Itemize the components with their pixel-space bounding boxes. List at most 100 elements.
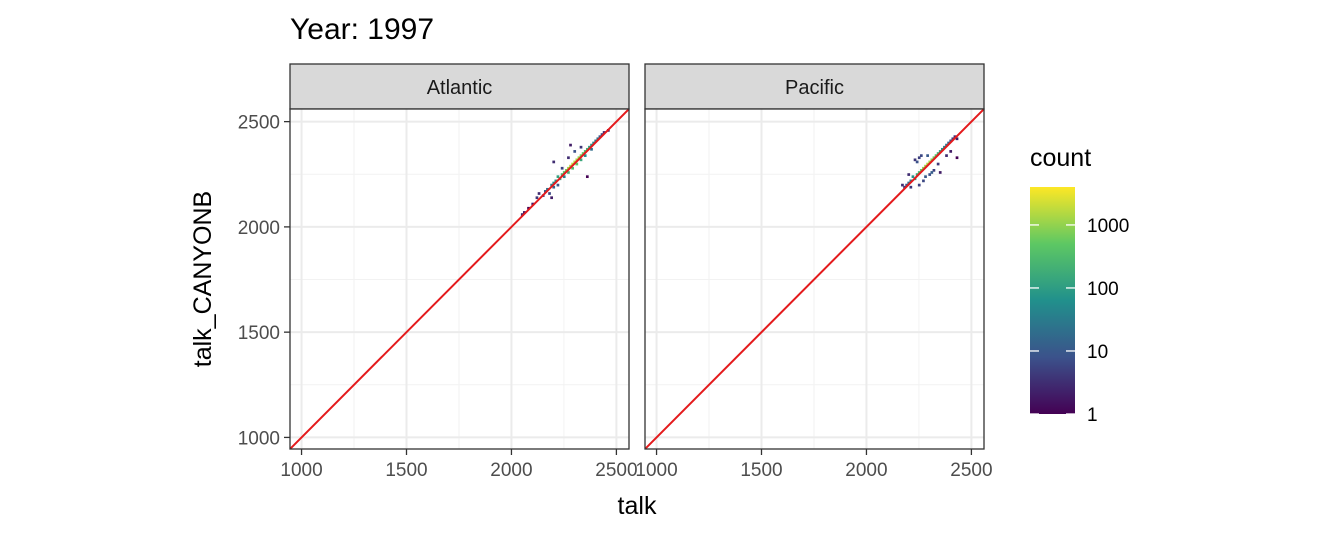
heatmap-cell (928, 160, 932, 164)
heatmap-cell (945, 154, 948, 157)
facet-strip (289, 63, 630, 110)
heatmap-cell (919, 154, 923, 157)
heatmap-cell (579, 145, 583, 149)
heatmap-cell (594, 139, 598, 143)
facet-strip-label: Pacific (785, 77, 844, 99)
heatmap-cell (953, 135, 957, 139)
heatmap-cell (919, 169, 923, 172)
legend-tick-label: 10 (1087, 342, 1108, 363)
reference-line (645, 109, 984, 449)
heatmap-cells (520, 129, 610, 216)
heatmap-cell (585, 147, 589, 151)
heatmap-cell (917, 183, 921, 187)
heatmap-cells (901, 135, 959, 189)
heatmap-cell (537, 192, 541, 195)
heatmap-cell (556, 183, 560, 187)
heatmap-cell (930, 171, 934, 174)
heatmap-cell (550, 196, 553, 200)
heatmap-cell (588, 145, 591, 149)
heatmap-cell (585, 175, 589, 179)
panel-grid (290, 109, 629, 449)
heatmap-cell (573, 160, 577, 164)
heatmap-cell (913, 158, 917, 162)
y-axis: 1000 1500 2000 2500 (238, 113, 290, 449)
heatmap-cell (917, 171, 921, 174)
heatmap-cell (602, 131, 606, 134)
chart-title: Year: 1997 (290, 13, 434, 46)
heatmap-cell (932, 156, 936, 160)
heatmap-cell (527, 206, 530, 210)
heatmap-cell (928, 173, 932, 176)
heatmap-cell (922, 179, 925, 183)
heatmap-cell (573, 150, 577, 153)
heatmap-cell (936, 162, 940, 166)
heatmap-cell (596, 137, 600, 141)
heatmap-cell (903, 185, 906, 189)
heatmap-cell (554, 179, 558, 183)
heatmap-cell (552, 185, 556, 189)
heatmap-cell (945, 143, 948, 147)
x-tick-label: 1500 (740, 460, 782, 481)
heatmap-cell (911, 175, 915, 179)
heatmap-cell (567, 171, 570, 174)
heatmap-cell (926, 162, 929, 166)
heatmap-cell (955, 137, 959, 141)
heatmap-cell (936, 152, 940, 155)
panel-border (644, 108, 985, 450)
heatmap-cell (569, 143, 572, 147)
heatmap-cell (577, 156, 581, 160)
heatmap-cell (934, 154, 938, 157)
legend: count 1 10 100 1000 (1030, 144, 1129, 426)
y-tick-label: 1500 (238, 323, 280, 344)
heatmap-cell (581, 152, 585, 155)
heatmap-cell (520, 213, 524, 216)
legend-tick-label: 100 (1087, 279, 1119, 300)
x-tick-label: 2500 (950, 460, 992, 481)
facet-panel-atlantic: Atlantic 1000 1500 2000 2500 (280, 63, 638, 481)
heatmap-cell (924, 164, 927, 168)
heatmap-cell (905, 183, 908, 187)
x-tick-label: 1000 (635, 460, 677, 481)
x-tick-label: 1500 (385, 460, 427, 481)
heatmap-cell (579, 154, 583, 157)
reference-line (290, 109, 629, 449)
heatmap-cell (571, 162, 574, 166)
heatmap-cell (575, 162, 579, 166)
heatmap-cell (930, 158, 934, 162)
heatmap-cell (562, 171, 566, 174)
x-tick-label: 2500 (595, 460, 637, 481)
legend-colorbar (1030, 187, 1075, 414)
heatmap-cell (917, 156, 921, 160)
x-tick-label: 2000 (845, 460, 887, 481)
heatmap-cell (560, 166, 564, 170)
heatmap-cell (522, 211, 526, 214)
heatmap-cell (949, 139, 953, 143)
heatmap-cell (907, 181, 911, 185)
heatmap-cell (926, 154, 929, 157)
heatmap-cell (546, 187, 549, 191)
legend-tick-label: 1 (1087, 405, 1098, 426)
panel-grid (645, 109, 984, 449)
y-tick-label: 1000 (238, 428, 280, 449)
heatmap-cell (938, 150, 942, 153)
heatmap-cell (909, 179, 913, 183)
heatmap-cell (598, 135, 602, 139)
heatmap-cell (562, 175, 566, 179)
heatmap-cell (567, 166, 570, 170)
heatmap-cell (943, 145, 946, 149)
heatmap-cell (901, 183, 904, 187)
legend-title: count (1030, 144, 1091, 172)
heatmap-cell (947, 141, 950, 145)
heatmap-cell (575, 158, 579, 162)
y-tick-label: 2000 (238, 218, 280, 239)
y-tick-label: 2500 (238, 113, 280, 134)
facet-panel-pacific: Pacific 1000 1500 2000 2500 (635, 63, 993, 481)
heatmap-cell (550, 183, 553, 187)
heatmap-cell (543, 190, 547, 193)
heatmap-cell (922, 166, 925, 170)
heatmap-cell (567, 156, 570, 160)
heatmap-cell (907, 173, 911, 176)
facet-panels: Atlantic 1000 1500 2000 2500 Pacific 1000 1500 2… (280, 63, 993, 481)
x-tick-label: 2000 (490, 460, 532, 481)
